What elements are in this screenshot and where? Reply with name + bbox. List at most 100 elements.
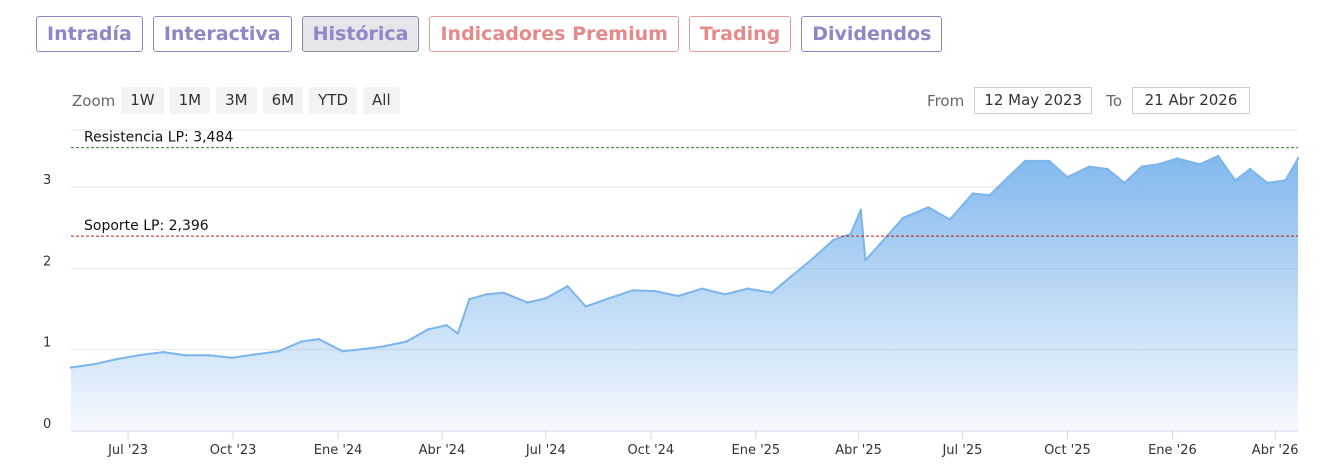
support-label: Soporte LP: 2,396 (84, 218, 209, 234)
x-tick-label: Oct '23 (210, 443, 257, 458)
data-point (879, 242, 882, 246)
data-point (1266, 181, 1269, 185)
x-tick-label: Oct '25 (1044, 443, 1091, 458)
zoom-label: Zoom (72, 91, 116, 110)
data-point (1066, 176, 1069, 179)
data-point (468, 298, 471, 301)
data-point (746, 287, 749, 290)
y-tick-label: 2 (43, 254, 51, 269)
y-tick-label: 0 (43, 417, 51, 432)
data-point (566, 285, 569, 288)
zoom-button-1w[interactable]: 1W (121, 87, 164, 114)
data-point (790, 275, 793, 278)
data-point (971, 192, 974, 195)
x-tick-label: Ene '25 (731, 443, 780, 458)
data-point (544, 297, 547, 300)
data-point (341, 350, 344, 353)
x-tick-label: Jul '23 (107, 443, 148, 458)
tab-intrad-a[interactable]: Intradía (36, 16, 143, 52)
series-area (71, 156, 1298, 431)
zoom-button-ytd[interactable]: YTD (309, 87, 358, 114)
data-point (427, 328, 430, 331)
x-tick-label: Abr '26 (1252, 443, 1299, 458)
data-point (114, 358, 117, 361)
zoom-button-all[interactable]: All (363, 87, 400, 114)
data-point (1140, 165, 1143, 168)
data-point (1198, 163, 1202, 166)
data-point (584, 305, 587, 308)
data-point (405, 340, 408, 343)
data-point (1106, 167, 1109, 171)
data-point (1087, 165, 1091, 168)
data-point (849, 232, 852, 236)
data-point (1048, 159, 1051, 163)
x-tick-label: Jul '25 (941, 443, 982, 458)
data-point (832, 238, 835, 241)
from-date-input[interactable]: 12 May 2023 (974, 87, 1093, 114)
tab-dividendos[interactable]: Dividendos (801, 16, 943, 52)
zoom-button-6m[interactable]: 6M (262, 87, 304, 114)
data-point (723, 293, 727, 296)
data-point (1123, 181, 1126, 185)
data-point (1234, 179, 1237, 182)
x-tick-label: Abr '25 (835, 443, 882, 458)
tab-indicadores-premium[interactable]: Indicadores Premium (429, 16, 679, 52)
x-tick-label: Oct '24 (627, 443, 674, 458)
data-point (1175, 157, 1179, 160)
range-selector: Zoom 1W 1M 3M 6M YTD All (72, 87, 406, 114)
data-point (1248, 167, 1252, 171)
data-point (864, 259, 867, 262)
series-group (69, 154, 1300, 431)
data-point (631, 289, 634, 292)
zoom-button-1m[interactable]: 1M (169, 87, 211, 114)
x-tick-label: Jul '24 (525, 443, 566, 458)
tab-bar: Intradía Interactiva Histórica Indicadores … (36, 16, 943, 52)
data-point (382, 345, 385, 348)
data-point (364, 347, 367, 350)
data-point (1006, 176, 1010, 179)
resistance-label: Resistencia LP: 3,484 (84, 130, 233, 146)
data-point (1023, 159, 1027, 163)
data-point (137, 354, 140, 357)
tab-hist-rica[interactable]: Histórica (301, 16, 420, 52)
data-point (901, 216, 905, 220)
zoom-button-3m[interactable]: 3M (216, 87, 257, 114)
data-point (162, 350, 165, 354)
data-point (1296, 157, 1300, 160)
data-point (701, 287, 704, 290)
data-point (317, 337, 320, 341)
data-point (300, 340, 303, 343)
to-label: To (1106, 91, 1122, 110)
y-tick-label: 3 (43, 173, 51, 188)
data-point (502, 291, 505, 294)
x-tick-label: Abr '24 (419, 443, 466, 458)
data-point (526, 301, 529, 304)
from-label: From (927, 91, 965, 110)
data-point (654, 289, 657, 293)
zoom-buttons: 1W 1M 3M 6M YTD All (121, 87, 405, 114)
data-point (183, 354, 187, 357)
data-point (1157, 163, 1160, 166)
tab-interactiva[interactable]: Interactiva (152, 16, 292, 52)
y-tick-label: 1 (43, 336, 51, 351)
data-point (230, 356, 234, 359)
x-tick-label: Ene '24 (314, 443, 363, 458)
y-axis: 0 1 2 3 (43, 173, 51, 432)
data-point (456, 332, 460, 335)
data-point (677, 294, 680, 298)
to-date-input[interactable]: 21 Abr 2026 (1132, 87, 1250, 114)
data-point (253, 353, 256, 356)
data-point (445, 324, 448, 327)
data-point (948, 218, 952, 221)
data-point (92, 363, 96, 366)
tab-trading[interactable]: Trading (688, 16, 792, 52)
data-point (1284, 179, 1287, 182)
data-point (207, 354, 211, 357)
data-point (69, 366, 73, 369)
data-point (988, 193, 991, 197)
data-point (607, 297, 610, 300)
data-point (927, 206, 930, 209)
data-point (859, 208, 862, 211)
x-axis: Jul '23 Oct '23 Ene '24 Abr '24 Jul '24 Oct '… (71, 430, 1299, 458)
